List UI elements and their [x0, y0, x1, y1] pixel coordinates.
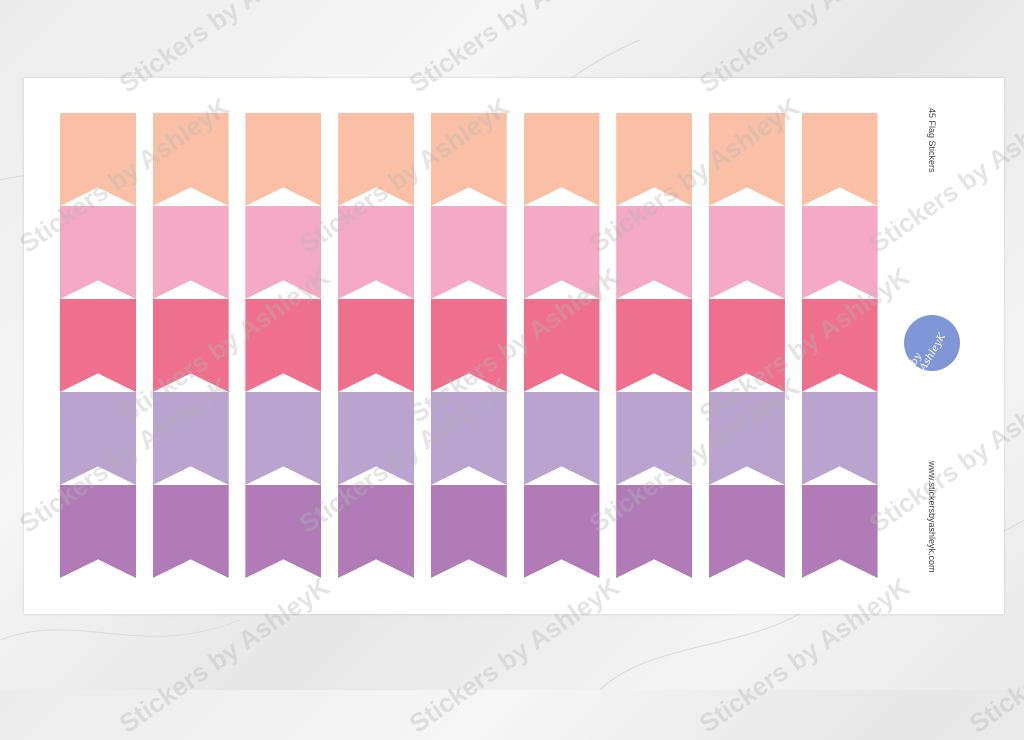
flag-sticker — [430, 113, 507, 206]
flag-sticker — [152, 113, 229, 206]
flag-sticker — [801, 392, 878, 485]
flag-sticker — [245, 113, 322, 206]
flag-sticker — [245, 206, 322, 299]
flag-sticker — [152, 206, 229, 299]
flag-sticker — [430, 485, 507, 578]
flag-sticker — [708, 299, 785, 392]
flag-sticker — [338, 206, 415, 299]
flag-sticker — [801, 113, 878, 206]
flag-sticker — [60, 206, 136, 299]
flag-sticker — [430, 299, 507, 392]
brand-logo: by AshleyK — [904, 315, 960, 373]
flag-sticker — [708, 113, 785, 206]
flag-sticker — [801, 485, 878, 578]
flag-sticker — [523, 392, 600, 485]
flag-sticker — [616, 485, 693, 578]
flag-sticker — [708, 392, 785, 485]
flag-sticker — [60, 392, 136, 485]
flag-sticker — [430, 206, 507, 299]
flag-sticker — [801, 206, 878, 299]
flag-sticker — [616, 206, 693, 299]
flag-sticker — [338, 299, 415, 392]
flag-sticker — [245, 392, 322, 485]
flag-sticker — [152, 392, 229, 485]
flag-sticker — [60, 299, 136, 392]
flag-sticker — [245, 299, 322, 392]
flag-sticker — [60, 485, 136, 578]
sticker-sheet: 45 Flag Stickers by AshleyK www.stickers… — [24, 78, 1004, 614]
flag-sticker — [152, 485, 229, 578]
website-text: www.stickersbyashleyk.com — [927, 461, 937, 573]
flag-sticker — [338, 392, 415, 485]
flag-sticker — [523, 206, 600, 299]
flag-sticker — [523, 299, 600, 392]
sheet-title: 45 Flag Stickers — [927, 108, 937, 173]
logo-text: by AshleyK — [908, 331, 949, 373]
flag-sticker — [616, 113, 693, 206]
flag-sticker — [616, 392, 693, 485]
flag-sticker — [523, 485, 600, 578]
flag-sticker — [152, 299, 229, 392]
flag-sticker — [616, 299, 693, 392]
flag-sticker — [60, 113, 136, 206]
flag-sticker — [523, 113, 600, 206]
flag-sticker — [338, 485, 415, 578]
flag-sticker — [708, 485, 785, 578]
flag-sticker — [708, 206, 785, 299]
flag-sticker — [801, 299, 878, 392]
flag-sticker — [430, 392, 507, 485]
flag-sticker — [245, 485, 322, 578]
flag-sticker — [338, 113, 415, 206]
